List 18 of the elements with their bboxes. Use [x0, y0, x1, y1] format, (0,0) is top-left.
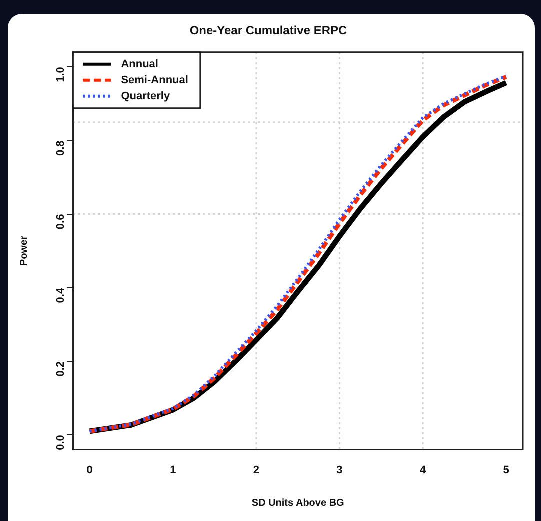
y-axis-title: Power: [18, 236, 30, 266]
y-tick-label: 0.4: [55, 287, 68, 304]
legend-label: Quarterly: [121, 90, 171, 102]
y-tick-label: 0.0: [55, 435, 68, 450]
x-tick-label: 5: [503, 464, 510, 476]
chart-title: One-Year Cumulative ERPC: [190, 24, 348, 38]
y-tick-label: 0.8: [55, 140, 68, 156]
x-tick-label: 2: [253, 464, 260, 476]
y-tick-label: 0.6: [55, 214, 68, 230]
legend-label: Semi-Annual: [121, 74, 188, 86]
y-tick-label: 1.0: [55, 67, 68, 82]
x-tick-label: 0: [86, 464, 93, 476]
x-tick-label: 4: [420, 464, 427, 476]
x-tick-label: 3: [336, 464, 343, 476]
y-tick-label: 0.2: [55, 361, 68, 377]
legend-label: Annual: [121, 58, 158, 70]
x-tick-label: 1: [170, 464, 176, 476]
x-axis-title: SD Units Above BG: [252, 498, 345, 509]
